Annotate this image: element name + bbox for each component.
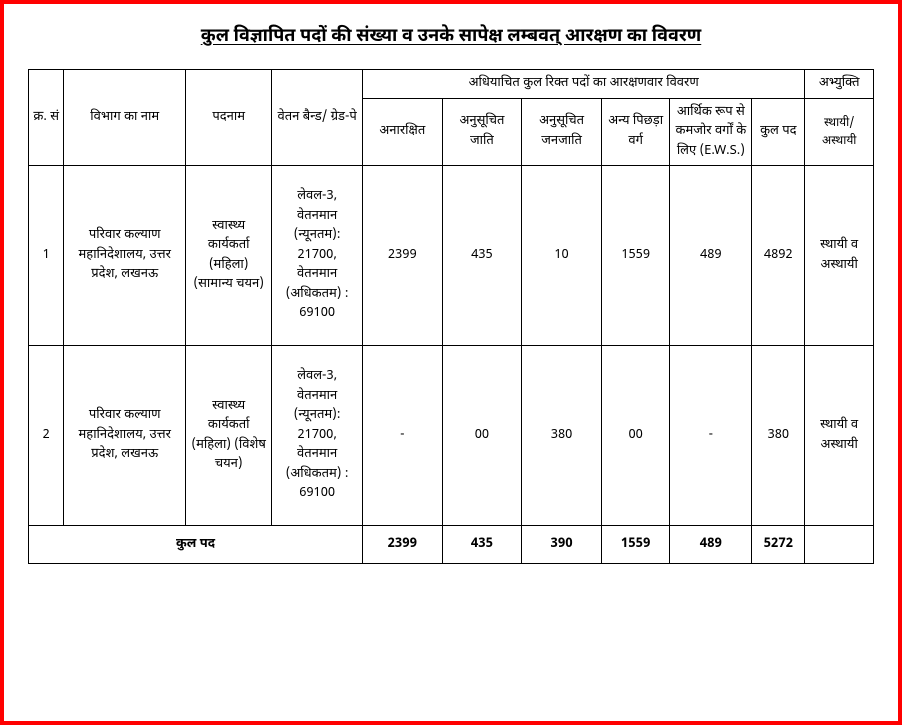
document-page: कुल विज्ञापित पदों की संख्या व उनके सापे…: [0, 0, 902, 725]
cell-unreserved: 2399: [363, 166, 443, 346]
cell-total: 380: [752, 346, 805, 526]
col-header-obc: अन्य पिछड़ा वर्ग: [601, 98, 670, 166]
col-header-ews: आर्थिक रूप से कमजोर वर्गों के लिए (E.W.S…: [670, 98, 752, 166]
col-header-st: अनुसूचित जनजाति: [522, 98, 602, 166]
col-header-reservation-group: अधियाचित कुल रिक्त पदों का आरक्षणवार विव…: [363, 70, 805, 99]
cell-dept: परिवार कल्याण महानिदेशालय, उत्तर प्रदेश,…: [64, 166, 186, 346]
page-title: कुल विज्ञापित पदों की संख्या व उनके सापे…: [28, 26, 874, 49]
total-ews: 489: [670, 526, 752, 564]
cell-unreserved: -: [363, 346, 443, 526]
cell-sr: 2: [29, 346, 64, 526]
col-header-remark: अभ्युक्ति: [805, 70, 874, 99]
col-header-remark-sub: स्थायी/ अस्थायी: [805, 98, 874, 166]
table-total-row: कुल पद 2399 435 390 1559 489 5272: [29, 526, 874, 564]
cell-st: 10: [522, 166, 602, 346]
table-header: क्र. सं विभाग का नाम पदनाम वेतन बैन्ड/ ग…: [29, 70, 874, 166]
table-row: 1 परिवार कल्याण महानिदेशालय, उत्तर प्रदे…: [29, 166, 874, 346]
col-header-unreserved: अनारक्षित: [363, 98, 443, 166]
total-total: 5272: [752, 526, 805, 564]
cell-ews: 489: [670, 166, 752, 346]
total-remark: [805, 526, 874, 564]
cell-obc: 1559: [601, 166, 670, 346]
total-sc: 435: [442, 526, 522, 564]
cell-remark: स्थायी व अस्थायी: [805, 346, 874, 526]
cell-ews: -: [670, 346, 752, 526]
cell-sc: 00: [442, 346, 522, 526]
total-label: कुल पद: [29, 526, 363, 564]
cell-sr: 1: [29, 166, 64, 346]
col-header-sr: क्र. सं: [29, 70, 64, 166]
cell-post: स्वास्थ्य कार्यकर्ता (महिला) (विशेष चयन): [186, 346, 272, 526]
cell-post: स्वास्थ्य कार्यकर्ता (महिला) (सामान्य चय…: [186, 166, 272, 346]
cell-payband: लेवल-3, वेतनमान (न्यूनतम): 21700, वेतनमा…: [272, 346, 363, 526]
total-unreserved: 2399: [363, 526, 443, 564]
cell-dept: परिवार कल्याण महानिदेशालय, उत्तर प्रदेश,…: [64, 346, 186, 526]
total-st: 390: [522, 526, 602, 564]
cell-total: 4892: [752, 166, 805, 346]
col-header-post: पदनाम: [186, 70, 272, 166]
cell-sc: 435: [442, 166, 522, 346]
cell-obc: 00: [601, 346, 670, 526]
col-header-sc: अनुसूचित जाति: [442, 98, 522, 166]
col-header-payband: वेतन बैन्ड/ ग्रेड-पे: [272, 70, 363, 166]
cell-st: 380: [522, 346, 602, 526]
vacancy-table: क्र. सं विभाग का नाम पदनाम वेतन बैन्ड/ ग…: [28, 69, 874, 564]
cell-payband: लेवल-3, वेतनमान (न्यूनतम): 21700, वेतनमा…: [272, 166, 363, 346]
col-header-total: कुल पद: [752, 98, 805, 166]
cell-remark: स्थायी व अस्थायी: [805, 166, 874, 346]
table-row: 2 परिवार कल्याण महानिदेशालय, उत्तर प्रदे…: [29, 346, 874, 526]
total-obc: 1559: [601, 526, 670, 564]
col-header-dept: विभाग का नाम: [64, 70, 186, 166]
